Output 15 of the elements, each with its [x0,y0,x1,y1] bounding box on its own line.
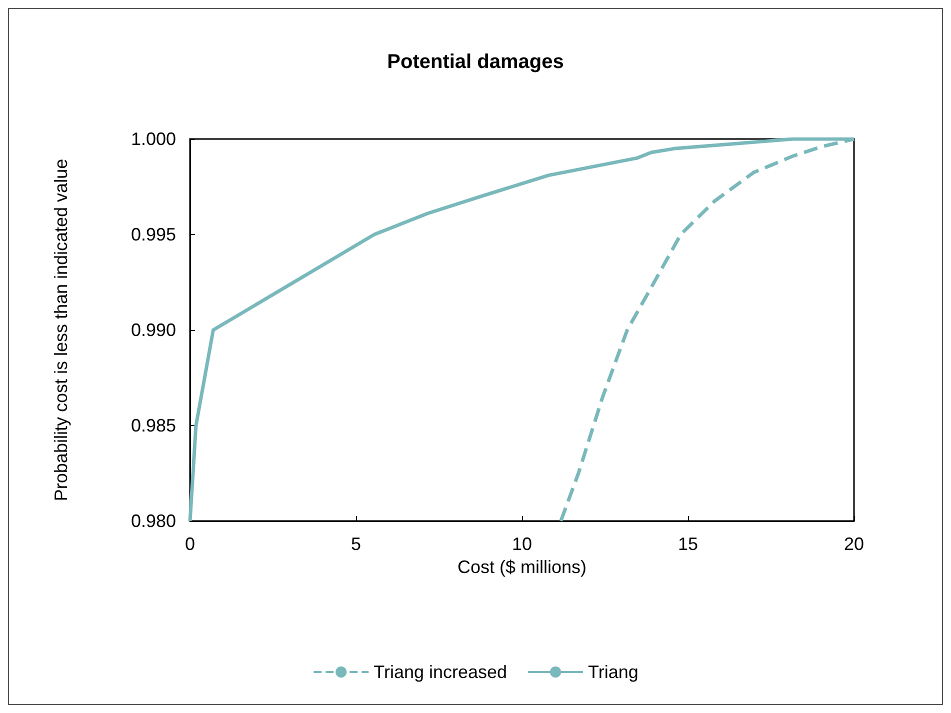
x-tick-label: 0 [184,534,196,554]
chart-title: Potential damages [387,51,564,73]
x-tick-label: 5 [350,534,362,554]
x-axis-title: Cost ($ millions) [457,556,587,577]
x-tick-label: 10 [512,534,532,554]
x-tick-label: 20 [844,534,864,554]
legend-label: Triang [588,662,638,682]
y-axis-title: Probability cost is less than indicated value [51,158,71,502]
y-tick-label: 0.990 [130,320,176,340]
y-tick-label: 0.980 [130,511,176,531]
y-tick-label: 0.985 [130,416,176,436]
legend-label: Triang increased [374,662,508,682]
y-tick-label: 0.995 [130,224,176,244]
y-tick-label: 1.000 [130,129,176,149]
x-tick-label: 15 [678,534,698,554]
